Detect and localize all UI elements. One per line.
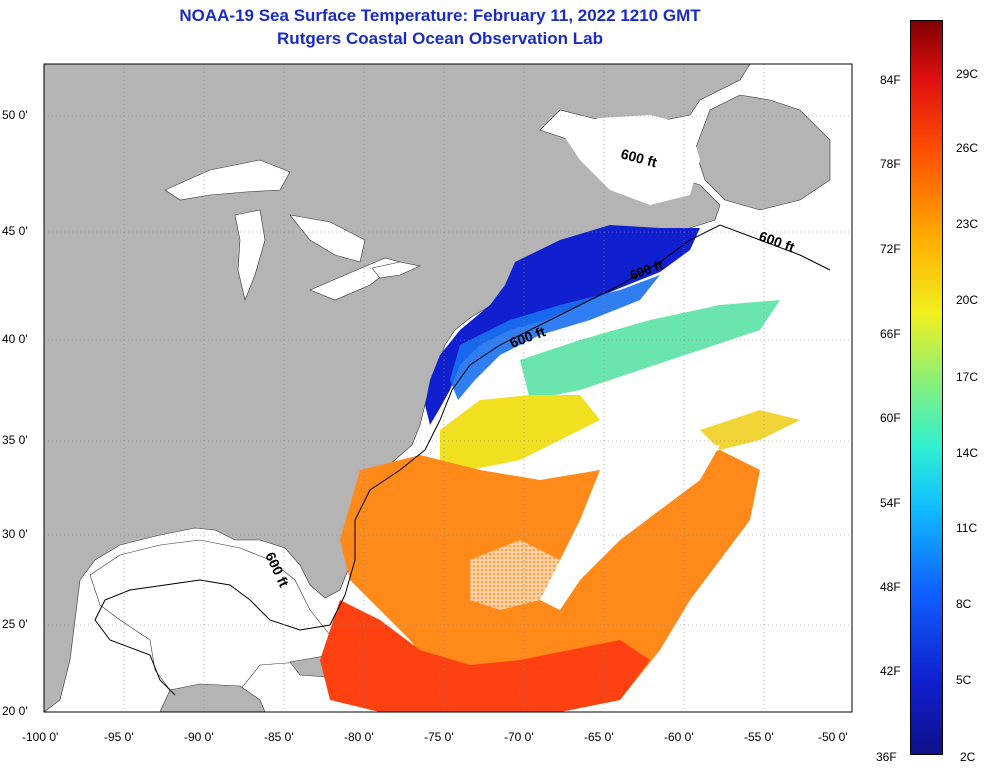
colorbar-f-label: 54F [880, 496, 901, 510]
colorbar-c-label: 14C [956, 446, 979, 460]
cloud-gap [540, 445, 720, 610]
lon-tick-label: -95 0' [104, 730, 134, 744]
lat-tick-label: 45 0' [2, 224, 28, 238]
lon-tick-label: -75 0' [424, 730, 454, 744]
colorbar-c-label: 20C [956, 293, 979, 307]
lat-tick-label: 30 0' [2, 527, 28, 541]
colorbar-f-label: 78F [880, 157, 901, 171]
sst-yellow-region [440, 395, 600, 470]
sst-mid-region [520, 300, 780, 400]
gulf-st-lawrence [560, 115, 700, 205]
colorbar-f-label: 84F [880, 73, 901, 87]
sst-cold-region [425, 225, 700, 425]
great-lakes [164, 159, 421, 301]
map-subtitle: Rutgers Coastal Ocean Observation Lab [277, 29, 603, 48]
colorbar-f-label: 60F [880, 411, 901, 425]
lat-tick-label: 40 0' [2, 332, 28, 346]
colorbar-f-label: 72F [880, 242, 901, 256]
colorbar-c-label: 5C [956, 673, 972, 687]
colorbar-c-label: 23C [956, 217, 979, 231]
colorbar-f-label: 36F [876, 750, 897, 764]
colorbar-f-label: 48F [880, 580, 901, 594]
colorbar-c-label: 17C [956, 370, 979, 384]
colorbar-c-label: 2C [960, 750, 976, 764]
depth-contour-600ft [94, 224, 831, 696]
lat-tick-label: 35 0' [2, 433, 28, 447]
lat-tick-label: 50 0' [2, 108, 28, 122]
colorbar-f-label: 66F [880, 327, 901, 341]
graticule [44, 64, 852, 712]
lon-tick-label: -55 0' [744, 730, 774, 744]
map-title: NOAA-19 Sea Surface Temperature: Februar… [179, 6, 701, 25]
sst-hot-region [320, 600, 650, 712]
lon-tick-label: -90 0' [184, 730, 214, 744]
map-frame [43, 63, 853, 713]
lon-tick-label: -70 0' [504, 730, 534, 744]
lon-tick-label: -85 0' [264, 730, 294, 744]
lat-tick-label: 25 0' [2, 617, 28, 631]
lon-tick-label: -60 0' [664, 730, 694, 744]
colorbar-c-label: 26C [956, 141, 979, 155]
cloud-gap-2 [470, 540, 560, 610]
colorbar-c-label: 29C [956, 67, 979, 81]
sst-yellow-east [700, 410, 800, 450]
newfoundland-land [694, 94, 831, 211]
lon-tick-label: -50 0' [818, 730, 848, 744]
lat-tick-label: 20 0' [2, 704, 28, 718]
lon-tick-label: -65 0' [584, 730, 614, 744]
lon-tick-label: -80 0' [344, 730, 374, 744]
colorbar-c-label: 8C [956, 597, 972, 611]
lon-tick-label: -100 0' [22, 730, 59, 744]
colorbar-f-label: 42F [880, 664, 901, 678]
colorbar-c-label: 11C [956, 521, 978, 535]
sst-cool-region [450, 275, 660, 400]
temperature-colorbar [910, 20, 943, 755]
